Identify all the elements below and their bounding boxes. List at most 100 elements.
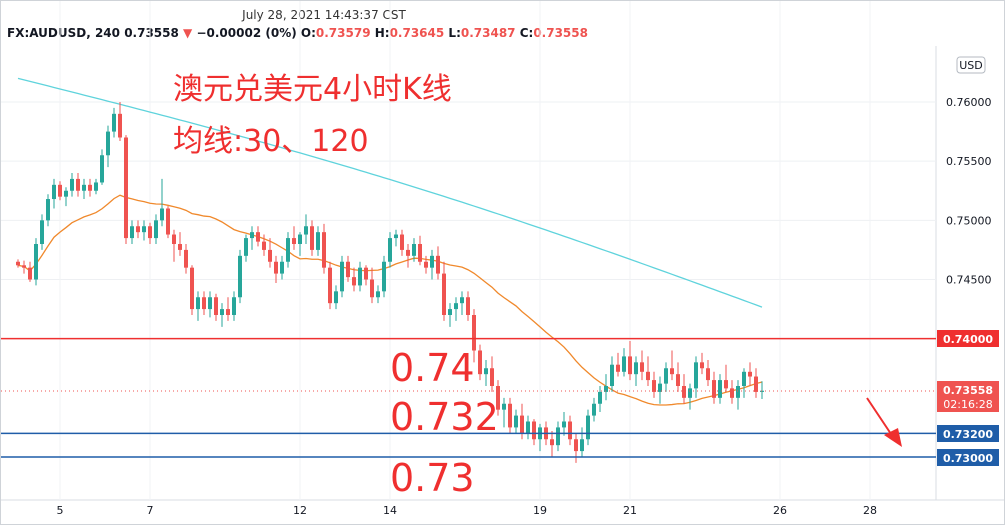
candle[interactable] xyxy=(700,352,704,375)
candle[interactable] xyxy=(274,255,278,284)
price-axis-ticks[interactable]: 0.76000 0.75500 0.75000 0.74500 xyxy=(946,96,992,287)
candle[interactable] xyxy=(352,267,356,292)
candle[interactable] xyxy=(130,220,134,244)
currency-badge-box[interactable] xyxy=(956,56,986,74)
candle[interactable] xyxy=(484,359,488,386)
candle[interactable] xyxy=(28,261,32,282)
candle[interactable] xyxy=(208,291,212,318)
candle[interactable] xyxy=(262,234,266,256)
candle[interactable] xyxy=(196,291,200,321)
candle[interactable] xyxy=(676,362,680,392)
candle[interactable] xyxy=(76,173,80,197)
candle[interactable] xyxy=(94,178,98,195)
candle[interactable] xyxy=(328,261,332,310)
candle[interactable] xyxy=(430,249,434,280)
candle[interactable] xyxy=(16,259,20,268)
candle[interactable] xyxy=(682,374,686,404)
candle[interactable] xyxy=(334,285,338,310)
candle[interactable] xyxy=(694,356,698,398)
candle[interactable] xyxy=(232,291,236,321)
candle[interactable] xyxy=(562,412,566,436)
candle[interactable] xyxy=(226,297,230,321)
candle[interactable] xyxy=(490,356,494,392)
candle[interactable] xyxy=(358,261,362,292)
candle[interactable] xyxy=(730,380,734,404)
candle[interactable] xyxy=(34,238,38,286)
candle[interactable] xyxy=(448,303,452,327)
candle[interactable] xyxy=(52,178,56,209)
candle[interactable] xyxy=(166,206,170,239)
candle[interactable] xyxy=(418,235,422,266)
candle[interactable] xyxy=(202,291,206,315)
symbol-label[interactable]: FX:AUDUSD, 240 xyxy=(7,26,121,40)
candle[interactable] xyxy=(646,356,650,386)
candle[interactable] xyxy=(154,214,158,244)
candle[interactable] xyxy=(508,397,512,434)
candle[interactable] xyxy=(412,238,416,262)
candle[interactable] xyxy=(118,102,122,142)
candle[interactable] xyxy=(460,291,464,315)
candle[interactable] xyxy=(454,297,458,321)
currency-badge[interactable]: USD xyxy=(959,59,983,72)
candle[interactable] xyxy=(610,356,614,392)
candle[interactable] xyxy=(736,380,740,410)
candle[interactable] xyxy=(688,383,692,410)
candle[interactable] xyxy=(550,430,554,457)
candle[interactable] xyxy=(706,359,710,386)
candle[interactable] xyxy=(652,371,656,398)
candle[interactable] xyxy=(184,244,188,274)
candle[interactable] xyxy=(502,397,506,428)
candle[interactable] xyxy=(478,344,482,381)
candle[interactable] xyxy=(148,222,152,244)
candle[interactable] xyxy=(142,220,146,241)
candle[interactable] xyxy=(106,125,110,168)
candle[interactable] xyxy=(58,181,62,201)
candle[interactable] xyxy=(172,229,176,262)
candle[interactable] xyxy=(268,238,272,268)
candle[interactable] xyxy=(760,381,764,400)
candles[interactable] xyxy=(16,102,764,463)
candle[interactable] xyxy=(340,255,344,298)
candle[interactable] xyxy=(718,374,722,404)
candle[interactable] xyxy=(214,293,218,321)
candle[interactable] xyxy=(424,255,428,274)
candle[interactable] xyxy=(316,226,320,256)
candle[interactable] xyxy=(280,255,284,280)
candle[interactable] xyxy=(82,178,86,200)
candle[interactable] xyxy=(388,232,392,268)
candle[interactable] xyxy=(598,386,602,413)
candle[interactable] xyxy=(622,348,626,377)
candle[interactable] xyxy=(298,232,302,256)
candle[interactable] xyxy=(382,255,386,298)
candle[interactable] xyxy=(538,423,542,452)
candle[interactable] xyxy=(568,415,572,446)
candle[interactable] xyxy=(670,350,674,381)
candle[interactable] xyxy=(256,226,260,247)
candle[interactable] xyxy=(88,178,92,197)
candle[interactable] xyxy=(724,364,728,392)
candle[interactable] xyxy=(526,415,530,440)
candle[interactable] xyxy=(658,376,662,404)
candle[interactable] xyxy=(556,421,560,452)
candle[interactable] xyxy=(310,220,314,256)
candle[interactable] xyxy=(466,291,470,321)
time-axis-ticks[interactable]: 5 7 12 14 19 21 26 28 xyxy=(57,504,878,517)
candle[interactable] xyxy=(754,368,758,398)
candle[interactable] xyxy=(124,135,128,244)
candle[interactable] xyxy=(496,380,500,416)
candle[interactable] xyxy=(394,229,398,247)
candle[interactable] xyxy=(472,309,476,363)
candle[interactable] xyxy=(160,178,164,227)
candle[interactable] xyxy=(178,232,182,256)
candle[interactable] xyxy=(586,409,590,446)
candle[interactable] xyxy=(514,409,518,434)
candle[interactable] xyxy=(250,226,254,250)
candle[interactable] xyxy=(604,374,608,401)
candle[interactable] xyxy=(364,265,368,286)
candle[interactable] xyxy=(592,397,596,422)
candle[interactable] xyxy=(376,285,380,304)
candle[interactable] xyxy=(304,214,308,244)
candle[interactable] xyxy=(436,246,440,280)
candle[interactable] xyxy=(406,244,410,268)
